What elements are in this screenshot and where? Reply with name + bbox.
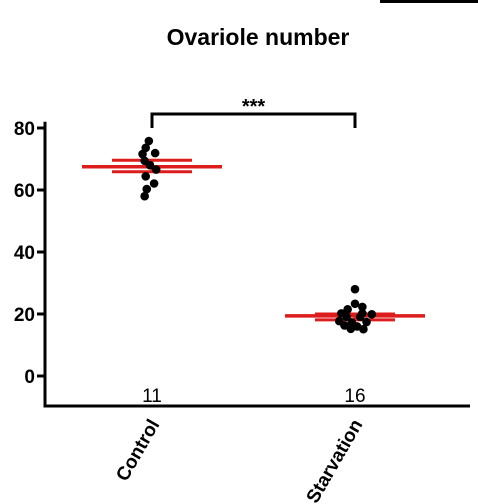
y-ticks: 0 20 40 60 80: [14, 119, 45, 388]
data-point: [343, 305, 352, 314]
data-point: [355, 312, 365, 322]
data-point: [342, 312, 351, 322]
data-point: [150, 148, 160, 158]
sample-size-label: 16: [344, 386, 365, 407]
data-point: [358, 302, 367, 312]
chart-title: Ovariole number: [167, 24, 350, 50]
data-point: [149, 179, 159, 188]
data-point: [141, 172, 150, 181]
y-tick-label: 20: [14, 305, 35, 326]
data-point: [362, 317, 371, 327]
data-point: [151, 165, 161, 174]
data-points: [138, 136, 377, 334]
x-tick-labels: Control Starvation: [112, 416, 367, 504]
y-tick-label: 0: [24, 367, 35, 388]
x-tick-label: Starvation: [303, 416, 368, 504]
sample-size-label: 11: [142, 386, 162, 407]
data-point: [138, 149, 147, 159]
data-point: [142, 184, 152, 194]
significance-bracket: ***: [150, 96, 357, 128]
data-point: [346, 324, 356, 334]
sample-size-labels: 11 16: [142, 386, 365, 407]
data-point: [350, 284, 360, 294]
y-tick-label: 60: [14, 181, 35, 202]
bracket-line: [150, 112, 357, 128]
top-edge-bar: [380, 0, 478, 3]
data-point: [350, 299, 360, 309]
data-point: [367, 310, 377, 319]
significance-stars: ***: [242, 96, 266, 118]
data-point: [145, 160, 155, 170]
data-point: [140, 191, 149, 201]
mean-sem-bars: [82, 158, 425, 322]
data-point: [144, 136, 154, 146]
axes: [43, 121, 470, 408]
x-tick-label: Control: [112, 416, 164, 485]
y-tick-label: 40: [14, 243, 35, 264]
data-point: [340, 321, 349, 330]
y-tick-label: 80: [14, 119, 35, 140]
data-point: [359, 324, 368, 334]
